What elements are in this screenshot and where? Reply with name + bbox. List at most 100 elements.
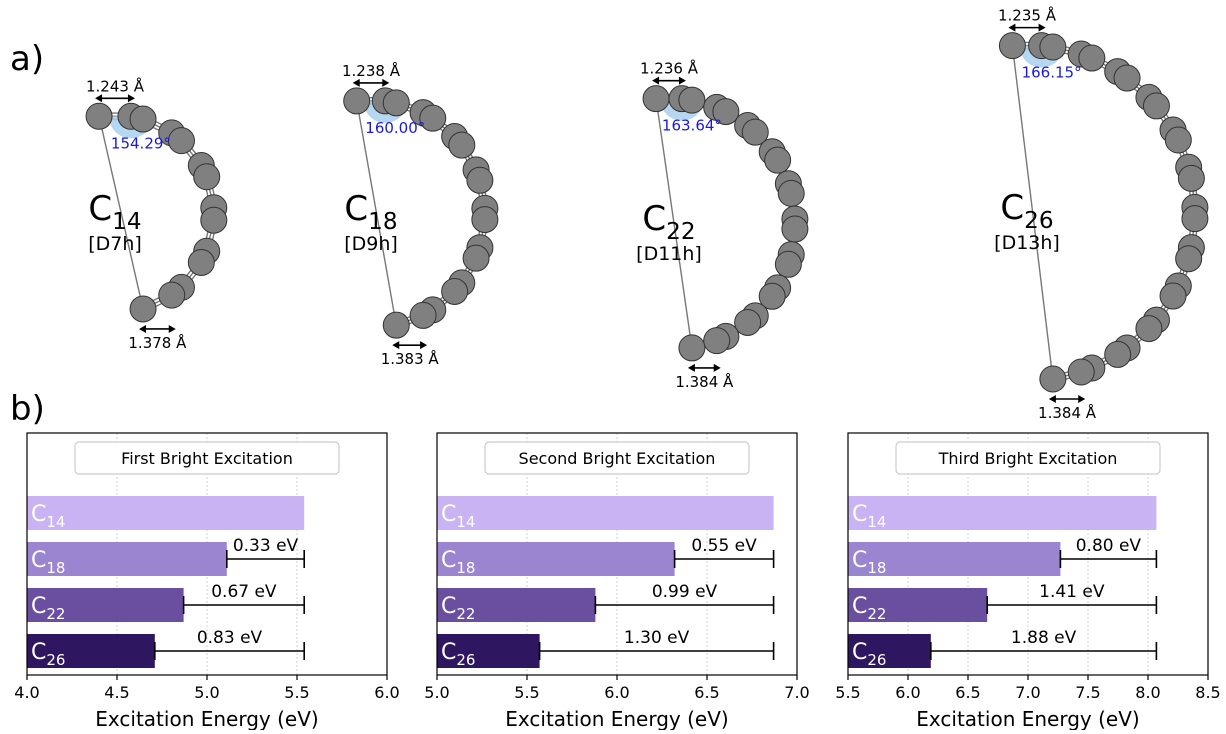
molecule-C18: 1.238 Å 160.00° 1.383 Å C18[D9h] <box>342 61 499 368</box>
carbon-atom <box>678 86 706 114</box>
carbon-atom <box>1039 33 1067 61</box>
triple-bond-arrow <box>352 78 390 87</box>
carbon-atom <box>1175 245 1203 273</box>
single-bond-arrow <box>1048 394 1086 403</box>
x-axis-label: Excitation Energy (eV) <box>505 707 728 730</box>
x-tick-label: 8.5 <box>1195 683 1220 702</box>
bar-label-C14: C14 <box>31 502 65 531</box>
bond-angle-label: 166.15° <box>1022 64 1082 82</box>
bar-C26 <box>27 634 155 668</box>
energy-shift-label: 1.88 eV <box>1011 628 1077 648</box>
single-bond-arrow <box>139 324 176 333</box>
x-tick-label: 6.0 <box>604 683 629 702</box>
bond-angle-label: 160.00° <box>365 119 425 137</box>
x-tick-label: 6.0 <box>895 683 920 702</box>
x-tick-label: 5.5 <box>835 683 860 702</box>
carbon-atom <box>764 146 792 174</box>
bar-C14 <box>27 496 305 530</box>
energy-shift-C22 <box>986 596 1158 614</box>
title-box <box>484 441 750 475</box>
molecule-C26: 1.235 Å 166.15° 1.384 Å C26[D13h] <box>994 6 1209 422</box>
carbon-atom <box>441 277 469 305</box>
bar-C18 <box>848 542 1061 576</box>
bar-label-C18: C18 <box>31 548 65 577</box>
triple-bond-arrow <box>1008 23 1046 32</box>
chart-3: C14 C18 C22 C26 0.80 eV 1.41 eV 1.88 eV Third B… <box>835 432 1221 731</box>
single-bond-length: 1.383 Å <box>381 349 440 368</box>
x-tick-label: 7.5 <box>1075 683 1100 702</box>
carbon-atom <box>448 131 476 159</box>
carbon-atom <box>678 334 706 362</box>
single-bond-length: 1.384 Å <box>675 372 734 391</box>
carbon-atom <box>382 311 410 339</box>
energy-shift-label: 0.80 eV <box>1076 536 1142 556</box>
bar-label-C22: C22 <box>441 594 475 623</box>
x-tick-label: 5.0 <box>194 683 219 702</box>
energy-shift-C18 <box>226 550 306 568</box>
energy-shift-C26 <box>929 642 1158 660</box>
bar-C14 <box>848 496 1157 530</box>
carbon-atom <box>712 98 740 126</box>
molecule-C22: 1.236 Å 163.64° 1.384 Å C22[D11h] <box>636 59 809 391</box>
bar-label-C22: C22 <box>852 594 886 623</box>
carbon-atom <box>129 105 157 133</box>
energy-shift-C22 <box>182 596 306 614</box>
point-group-label: [D7h] <box>88 233 142 255</box>
bar-C26 <box>437 634 540 668</box>
carbon-atom <box>703 327 731 355</box>
energy-shift-label: 1.30 eV <box>624 628 690 648</box>
single-bond <box>1011 45 1054 380</box>
bar-label-C26: C26 <box>852 640 886 669</box>
title-box <box>74 441 340 475</box>
energy-shift-C26 <box>154 642 306 660</box>
bar-label-C14: C14 <box>852 502 886 531</box>
energy-shift-C26 <box>538 642 775 660</box>
energy-shift-label: 0.83 eV <box>197 628 263 648</box>
carbon-atom <box>85 102 113 130</box>
bond-angle-label: 163.64° <box>662 117 722 135</box>
x-axis-label: Excitation Energy (eV) <box>916 707 1139 730</box>
chart-title: Third Bright Excitation <box>938 449 1118 468</box>
x-tick-label: 5.5 <box>284 683 309 702</box>
molecule-formula: C14 <box>88 189 141 235</box>
single-bond-arrow <box>687 363 721 372</box>
molecule-formula: C18 <box>344 189 397 235</box>
triple-bond-length: 1.243 Å <box>86 76 145 95</box>
carbon-atom <box>781 215 809 243</box>
bar-C18 <box>437 542 675 576</box>
energy-shift-label: 0.99 eV <box>652 582 718 602</box>
energy-shift-C18 <box>673 550 775 568</box>
bond-angle-label: 154.29° <box>111 134 171 152</box>
carbon-atom <box>382 89 410 117</box>
bar-C22 <box>437 588 596 622</box>
x-tick-label: 8.0 <box>1135 683 1160 702</box>
molecule-structures: 1.243 Å 154.29° 1.378 Å C14[D7h] 1.238 Å 160.… <box>85 6 1209 422</box>
single-bond <box>98 116 144 310</box>
molecule-formula: C26 <box>1000 188 1053 234</box>
carbon-atom <box>998 32 1026 60</box>
carbon-atom <box>741 118 769 146</box>
bar-C22 <box>848 588 988 622</box>
carbon-atom <box>734 308 762 336</box>
bar-C14 <box>437 496 774 530</box>
bar-label-C22: C22 <box>31 594 65 623</box>
carbon-atom <box>774 250 802 278</box>
energy-shift-label: 0.33 eV <box>233 536 299 556</box>
x-tick-label: 5.5 <box>514 683 539 702</box>
point-group-label: [D13h] <box>994 232 1060 254</box>
carbon-atom <box>419 104 447 132</box>
x-tick-label: 6.5 <box>955 683 980 702</box>
carbon-atom <box>1104 340 1132 368</box>
carbon-atom <box>1039 365 1067 393</box>
carbon-atom <box>200 206 228 234</box>
carbon-atom <box>1135 315 1163 343</box>
triple-bond-arrow <box>95 94 135 103</box>
panel-a-label: a) <box>10 39 44 79</box>
single-bond-length: 1.378 Å <box>128 333 187 352</box>
carbon-atom <box>1113 64 1141 92</box>
carbon-atom <box>193 163 221 191</box>
energy-shift-C18 <box>1059 550 1158 568</box>
carbon-atom <box>158 281 186 309</box>
